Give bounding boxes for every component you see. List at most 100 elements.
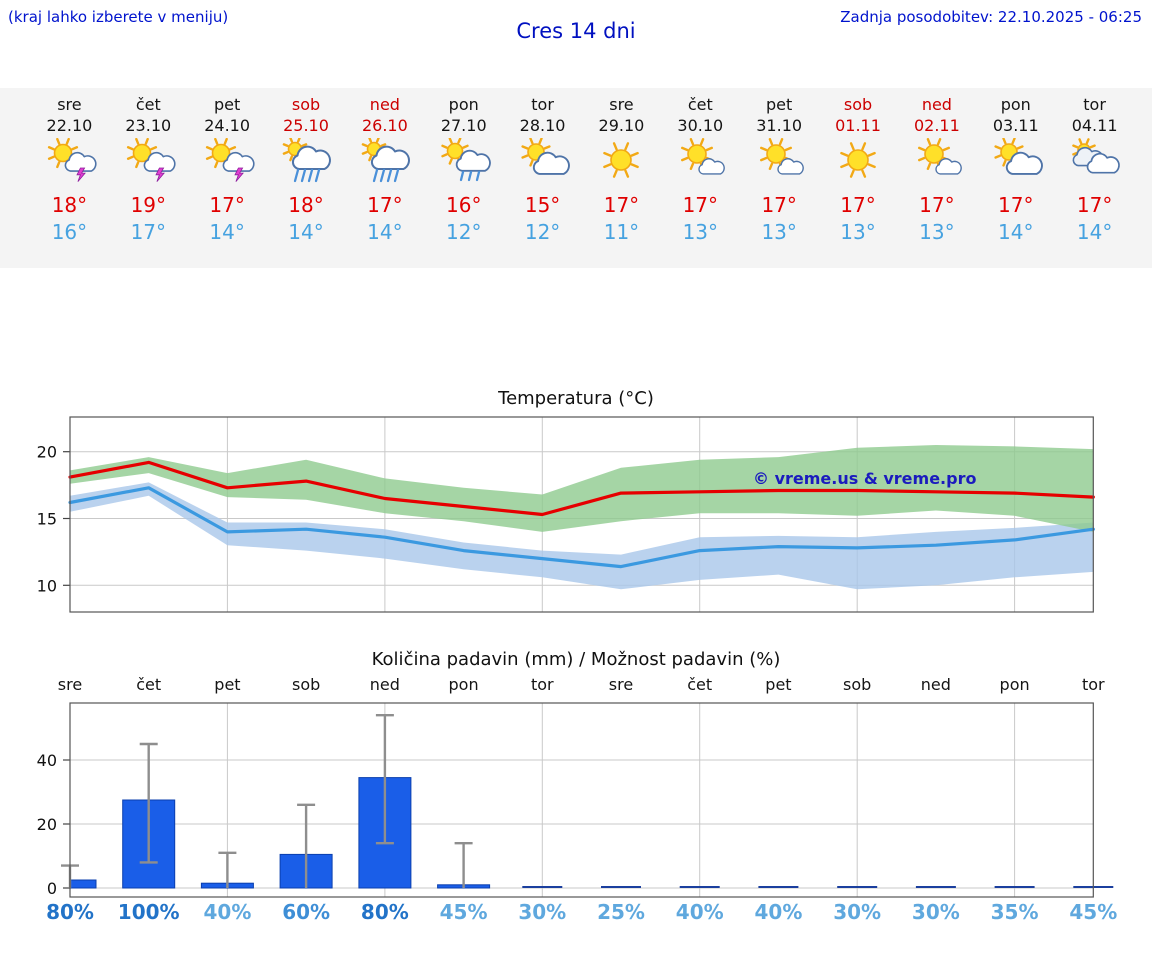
day-date: 01.11: [835, 116, 881, 135]
low-temperature: 13°: [919, 220, 955, 244]
last-updated: Zadnja posodobitev: 22.10.2025 - 06:25: [840, 8, 1142, 26]
low-temperature: 12°: [446, 220, 482, 244]
high-temperature: 16°: [446, 193, 482, 217]
precip-probability: 30%: [518, 900, 567, 924]
temperature-chart: 10 15 20 © vreme.us & vreme.pro: [37, 416, 1095, 613]
day-name: čet: [687, 95, 713, 114]
weather-icon-thunder: [127, 137, 176, 182]
precip-probability: 25%: [597, 900, 645, 924]
high-temperature: 17°: [682, 193, 719, 217]
forecast-strip: sre 22.10 18° 16° čet 23.10 19° 17° pet 24.10 17° 1…: [0, 88, 1152, 268]
day-column[interactable]: pet 31.10 17° 13°: [740, 94, 819, 268]
day-column[interactable]: sob 25.10 18° 14°: [267, 94, 346, 268]
day-column[interactable]: sre 22.10 18° 16°: [30, 94, 109, 268]
day-name: sob: [843, 95, 873, 114]
precip-day-label: tor: [530, 675, 554, 694]
low-temperature: 11°: [603, 220, 640, 244]
high-temperature: 15°: [524, 193, 561, 217]
day-date: 03.11: [992, 116, 1039, 135]
precip-day-label: pet: [214, 675, 241, 694]
precip-day-label: sob: [292, 675, 321, 694]
precip-day-label: čet: [687, 675, 713, 694]
day-column[interactable]: pon 03.11 17° 14°: [976, 94, 1055, 268]
day-name: ned: [369, 95, 400, 114]
min-temperature-line: [68, 486, 1095, 569]
day-date: 27.10: [440, 116, 487, 135]
day-column[interactable]: ned 02.11 17° 13°: [897, 94, 976, 268]
max-temperature-line: [68, 460, 1095, 517]
low-temperature: 14°: [288, 220, 324, 244]
watermark-link[interactable]: © vreme.us & vreme.pro: [753, 469, 976, 488]
weather-icon-sunny: [840, 142, 876, 178]
day-name: tor: [531, 95, 554, 114]
precip-probability: 45%: [439, 900, 488, 924]
day-column[interactable]: pet 24.10 17° 14°: [188, 94, 267, 268]
day-date: 22.10: [46, 116, 93, 135]
day-date: 25.10: [283, 116, 329, 135]
high-temperature: 19°: [130, 193, 167, 217]
day-column[interactable]: ned 26.10 17° 14°: [345, 94, 424, 268]
precip-y-tick-label: 0: [47, 879, 57, 898]
day-column[interactable]: sre 29.10 17° 11°: [582, 94, 661, 268]
weather-icon-rain-heavy: [282, 136, 331, 183]
weather-icon-sun-cloud: [917, 138, 962, 175]
day-date: 30.10: [677, 116, 724, 135]
day-date: 26.10: [361, 116, 408, 135]
day-column[interactable]: tor 28.10 15° 12°: [503, 94, 582, 268]
day-column[interactable]: tor 04.11 17° 14°: [1055, 94, 1134, 268]
precip-probability: 40%: [203, 900, 252, 924]
day-name: sre: [57, 95, 82, 114]
weather-icon-partly: [520, 137, 570, 175]
temp-y-tick-label: 15: [37, 510, 57, 529]
day-date: 24.10: [204, 116, 251, 135]
low-temperature: 17°: [130, 220, 167, 244]
day-column[interactable]: čet 23.10 19° 17°: [109, 94, 188, 268]
high-temperature: 17°: [761, 193, 797, 217]
low-temperature: 14°: [367, 220, 403, 244]
weather-icon-cloudy: [1071, 138, 1120, 174]
low-temperature: 16°: [51, 220, 88, 244]
precip-day-label: sob: [843, 675, 872, 694]
precipitation-chart: 0 20 40: [37, 702, 1114, 898]
precip-day-label: sre: [57, 675, 83, 694]
precip-bar: [69, 879, 97, 889]
day-date: 04.11: [1071, 116, 1118, 135]
weather-icon-sunny: [603, 142, 640, 178]
precip-y-tick-label: 40: [37, 751, 57, 770]
high-temperature: 18°: [288, 193, 324, 217]
day-name: pon: [1000, 95, 1031, 114]
day-name: sre: [609, 95, 634, 114]
low-temperature: 14°: [1076, 220, 1113, 244]
precip-probability: 60%: [282, 900, 331, 924]
precip-day-label: pon: [999, 675, 1030, 694]
day-name: čet: [135, 95, 161, 114]
day-column[interactable]: sob 01.11 17° 13°: [819, 94, 898, 268]
precip-y-tick-label: 20: [37, 815, 57, 834]
day-name: pon: [448, 95, 479, 114]
precip-probability: 45%: [1069, 900, 1118, 924]
precip-probability: 80%: [46, 900, 94, 924]
low-temperature: 12°: [524, 220, 561, 244]
temperature-chart-title: Temperatura (°C): [498, 388, 654, 409]
precip-probability: 40%: [754, 900, 803, 924]
low-temperature: 14°: [998, 220, 1034, 244]
page-title: Cres 14 dni: [516, 19, 636, 43]
high-temperature: 18°: [51, 193, 88, 217]
precip-day-label: sre: [608, 675, 634, 694]
weather-icon-partly: [994, 137, 1043, 175]
day-column[interactable]: čet 30.10 17° 13°: [661, 94, 740, 268]
precip-chart-title: Količina padavin (mm) / Možnost padavin …: [371, 649, 781, 670]
precip-probability: 100%: [117, 900, 180, 924]
precip-probability: 30%: [833, 900, 882, 924]
precip-day-label: pon: [448, 675, 479, 694]
day-date: 29.10: [598, 116, 645, 135]
day-date: 28.10: [519, 116, 566, 135]
day-column[interactable]: pon 27.10 16° 12°: [424, 94, 503, 268]
precip-day-label: tor: [1081, 675, 1105, 694]
max-temperature-range-band: [70, 445, 1094, 532]
precip-day-label: čet: [136, 675, 162, 694]
day-name: ned: [921, 95, 952, 114]
high-temperature: 17°: [367, 193, 403, 217]
high-temperature: 17°: [603, 193, 640, 217]
high-temperature: 17°: [1076, 193, 1113, 217]
